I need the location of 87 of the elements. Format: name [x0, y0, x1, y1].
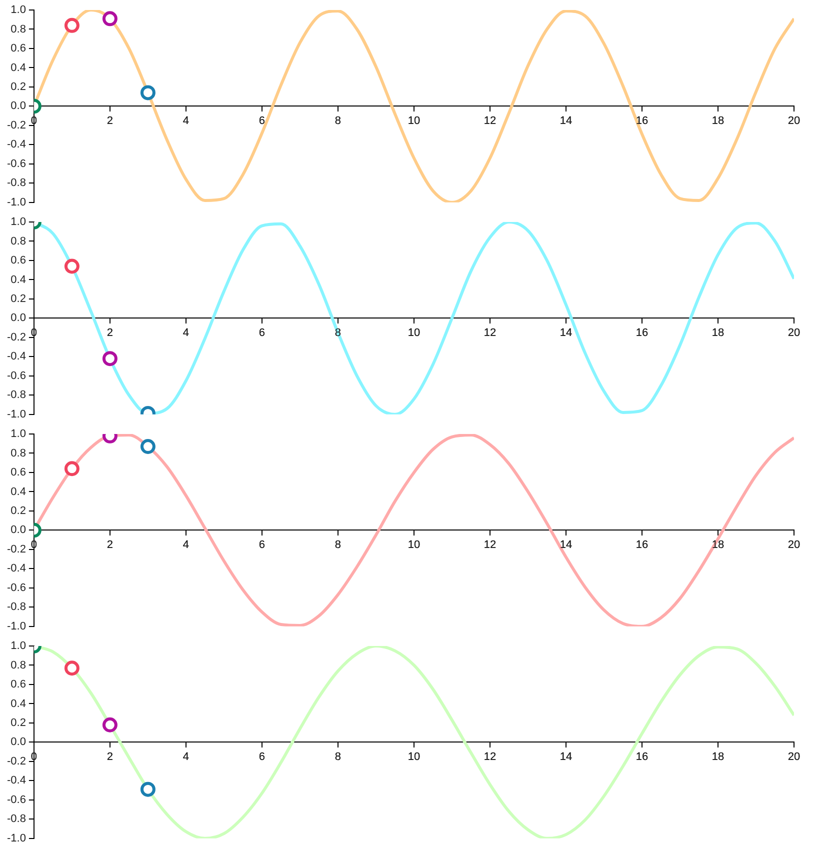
y-tick-label: 0.2 [10, 292, 26, 305]
x-tick-label: 10 [408, 538, 420, 551]
x-tick-label: 16 [636, 750, 648, 763]
y-tick-label: 0.2 [10, 504, 26, 517]
y-tick-label: 0.4 [10, 62, 26, 74]
y-tick-label: -0.6 [6, 794, 26, 806]
x-tick-label: 18 [712, 750, 724, 763]
y-tick-label: -0.2 [6, 543, 26, 556]
x-tick-label: 16 [636, 114, 648, 127]
y-tick-label: 0.0 [10, 312, 26, 324]
y-tick-label: 0.8 [10, 23, 26, 36]
x-tick-label: 18 [712, 538, 724, 551]
x-tick-label: 6 [258, 750, 266, 763]
x-tick-label: 2 [106, 114, 114, 127]
x-tick-label: 12 [484, 538, 496, 551]
y-tick-label: 0.6 [10, 466, 26, 479]
x-tick-label: 4 [182, 750, 190, 763]
x-tick-label: 2 [106, 538, 114, 551]
x-tick-label: 6 [258, 114, 266, 127]
y-tick-label: 0.4 [10, 274, 26, 286]
x-tick-label: 2 [106, 326, 114, 339]
x-tick-label: 16 [636, 326, 648, 339]
x-tick-label: 18 [712, 114, 724, 127]
x-tick-label: 20 [788, 326, 800, 339]
y-tick-label: 0.8 [10, 447, 26, 460]
y-tick-label: -0.2 [6, 331, 26, 344]
x-tick-label: 8 [334, 750, 342, 763]
x-tick-label: 20 [788, 750, 800, 763]
x-tick-label: 14 [560, 750, 572, 763]
x-tick-label: 2 [106, 750, 114, 763]
y-tick-label: -0.2 [6, 755, 26, 768]
y-tick-label: 1.0 [10, 4, 26, 16]
y-tick-label: -1.0 [6, 408, 26, 420]
y-tick-label: 0.4 [10, 486, 26, 498]
y-tick-label: -0.2 [6, 119, 26, 132]
x-tick-label: 10 [408, 750, 420, 763]
x-tick-label: 12 [484, 326, 496, 339]
x-tick-label: 12 [484, 114, 496, 127]
x-tick-label: 8 [334, 114, 342, 127]
y-tick-label: -0.4 [6, 350, 26, 363]
x-tick-label: 10 [408, 114, 420, 127]
y-tick-label: -0.8 [6, 389, 26, 402]
x-tick-label: 6 [258, 326, 266, 339]
x-tick-label: 20 [788, 114, 800, 127]
x-tick-label: 20 [788, 538, 800, 551]
y-tick-label: 0.0 [10, 100, 26, 112]
x-tick-label: 6 [258, 538, 266, 551]
y-tick-label: 1.0 [10, 428, 26, 440]
y-tick-label: 0.6 [10, 42, 26, 55]
y-tick-label: 0.8 [10, 659, 26, 672]
y-tick-label: 0.0 [10, 736, 26, 748]
y-tick-label: -1.0 [6, 196, 26, 208]
point [102, 717, 118, 732]
y-tick-label: 1.0 [10, 640, 26, 652]
x-tick-label: 14 [560, 114, 572, 127]
x-tick-label: 12 [484, 750, 496, 763]
y-tick-label: -1.0 [6, 620, 26, 632]
y-tick-label: -0.6 [6, 370, 26, 382]
y-tick-label: -0.8 [6, 601, 26, 614]
x-tick-label: 16 [636, 538, 648, 551]
x-tick-label: 14 [560, 538, 572, 551]
y-tick-label: -0.4 [6, 774, 26, 787]
y-tick-label: -0.6 [6, 582, 26, 594]
y-tick-label: 0.0 [10, 524, 26, 536]
y-tick-label: 0.4 [10, 698, 26, 710]
x-tick-label: 18 [712, 326, 724, 339]
point [140, 782, 156, 797]
x-tick-label: 10 [408, 326, 420, 339]
y-tick-label: -1.0 [6, 832, 26, 844]
x-tick-label: 8 [334, 326, 342, 339]
x-tick-label: 4 [182, 538, 190, 551]
y-tick-label: -0.8 [6, 813, 26, 826]
x-tick-label: 4 [182, 326, 190, 339]
y-tick-label: 0.2 [10, 80, 26, 93]
y-tick-label: -0.6 [6, 158, 26, 170]
x-tick-label: 4 [182, 114, 190, 127]
y-tick-label: 0.2 [10, 716, 26, 729]
y-tick-label: -0.4 [6, 138, 26, 151]
y-tick-label: 0.6 [10, 678, 26, 691]
y-tick-label: 0.6 [10, 254, 26, 267]
y-tick-label: 0.8 [10, 235, 26, 248]
x-tick-label: 8 [334, 538, 342, 551]
y-tick-label: -0.8 [6, 177, 26, 190]
y-tick-label: -0.4 [6, 562, 26, 575]
x-tick-label: 14 [560, 326, 572, 339]
point [64, 660, 80, 676]
y-tick-label: 1.0 [10, 216, 26, 228]
